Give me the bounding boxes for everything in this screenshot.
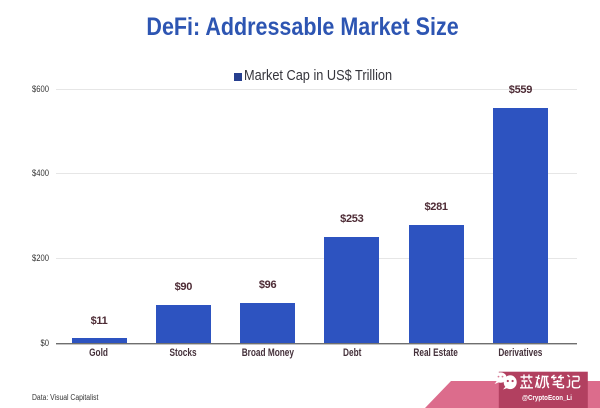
svg-text:@CryptoEcon_Li: @CryptoEcon_Li (522, 393, 572, 402)
